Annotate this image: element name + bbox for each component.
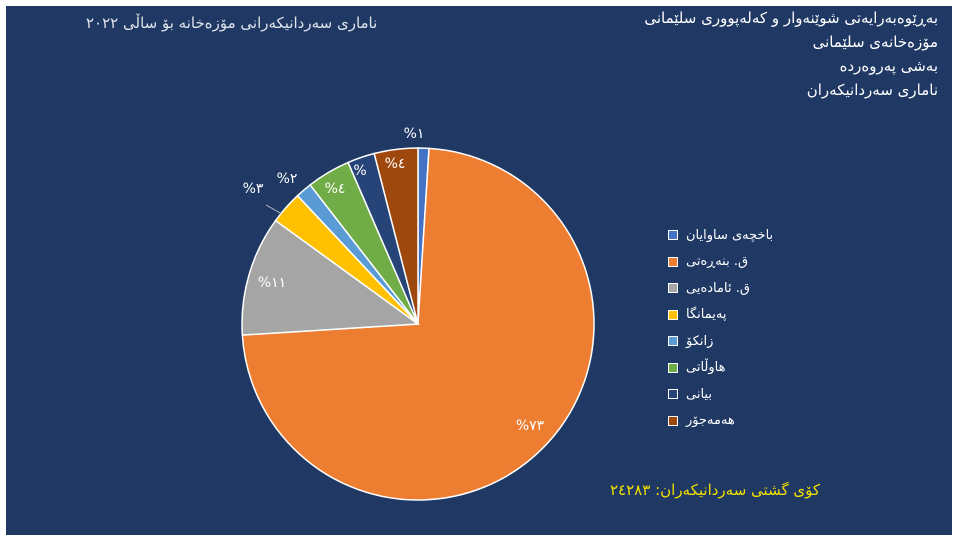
leader-line bbox=[265, 204, 283, 215]
header-line-museum: مۆزەخانەی سلێمانی bbox=[812, 33, 938, 51]
legend-label: بیانی bbox=[686, 386, 712, 402]
chart-title: ناماری سەردانیکەرانی مۆزەخانە بۆ ساڵی ٢٠… bbox=[86, 14, 378, 32]
legend-item: ق. بنەڕەتی bbox=[668, 249, 828, 276]
header-line-visitors: ناماری سەردانیکەران bbox=[806, 81, 938, 99]
legend-swatch bbox=[668, 415, 678, 426]
legend-item: زانکۆ bbox=[668, 328, 828, 355]
header-block: بەڕێوەبەرایەتی شوێنەوار و کەلەپووری سلێم… bbox=[644, 6, 938, 102]
legend-swatch bbox=[668, 309, 678, 320]
header-line-directorate: بەڕێوەبەرایەتی شوێنەوار و کەلەپووری سلێم… bbox=[644, 9, 938, 27]
header-line-department: بەشی پەروەردە bbox=[839, 57, 938, 75]
legend-label: ق. بنەڕەتی bbox=[686, 254, 749, 270]
data-label: %٣ bbox=[243, 181, 264, 197]
legend-label: باخچەی ساوایان bbox=[686, 227, 774, 243]
legend-item: باخچەی ساوایان bbox=[668, 222, 828, 249]
data-label: % bbox=[353, 163, 366, 179]
legend-label: ق. ئامادەیی bbox=[686, 280, 750, 296]
total-value: ٢٤٢٨٣ bbox=[610, 481, 651, 499]
legend-swatch bbox=[668, 362, 678, 373]
legend-item: هاوڵاتی bbox=[668, 355, 828, 382]
pie-slice bbox=[373, 147, 419, 325]
legend-swatch bbox=[668, 230, 678, 241]
pie-slice bbox=[241, 219, 421, 336]
legend-label: هەمەجۆر bbox=[686, 413, 735, 429]
legend-item: پەیمانگا bbox=[668, 302, 828, 329]
legend: باخچەی ساوایان ق. بنەڕەتی ق. ئامادەیی پەیما… bbox=[668, 222, 828, 434]
data-label: %٧٣ bbox=[516, 418, 545, 434]
legend-swatch bbox=[668, 389, 678, 400]
data-label: %١١ bbox=[258, 275, 286, 291]
legend-label: هاوڵاتی bbox=[686, 360, 726, 376]
data-label: %٤ bbox=[325, 181, 346, 197]
legend-swatch bbox=[668, 283, 678, 294]
data-label: %٢ bbox=[277, 171, 298, 187]
legend-item: هەمەجۆر bbox=[668, 408, 828, 435]
legend-swatch bbox=[668, 336, 678, 347]
legend-item: ق. ئامادەیی bbox=[668, 275, 828, 302]
data-label: %٤ bbox=[385, 156, 406, 172]
legend-swatch bbox=[668, 256, 678, 267]
data-label: %١ bbox=[404, 126, 425, 142]
total-visitors: کۆی گشتی سەردانیکەران: ٢٤٢٨٣ bbox=[610, 481, 820, 499]
legend-item: بیانی bbox=[668, 381, 828, 408]
legend-label: زانکۆ bbox=[686, 333, 714, 349]
legend-label: پەیمانگا bbox=[686, 307, 727, 323]
total-label: کۆی گشتی سەردانیکەران: bbox=[655, 481, 821, 499]
